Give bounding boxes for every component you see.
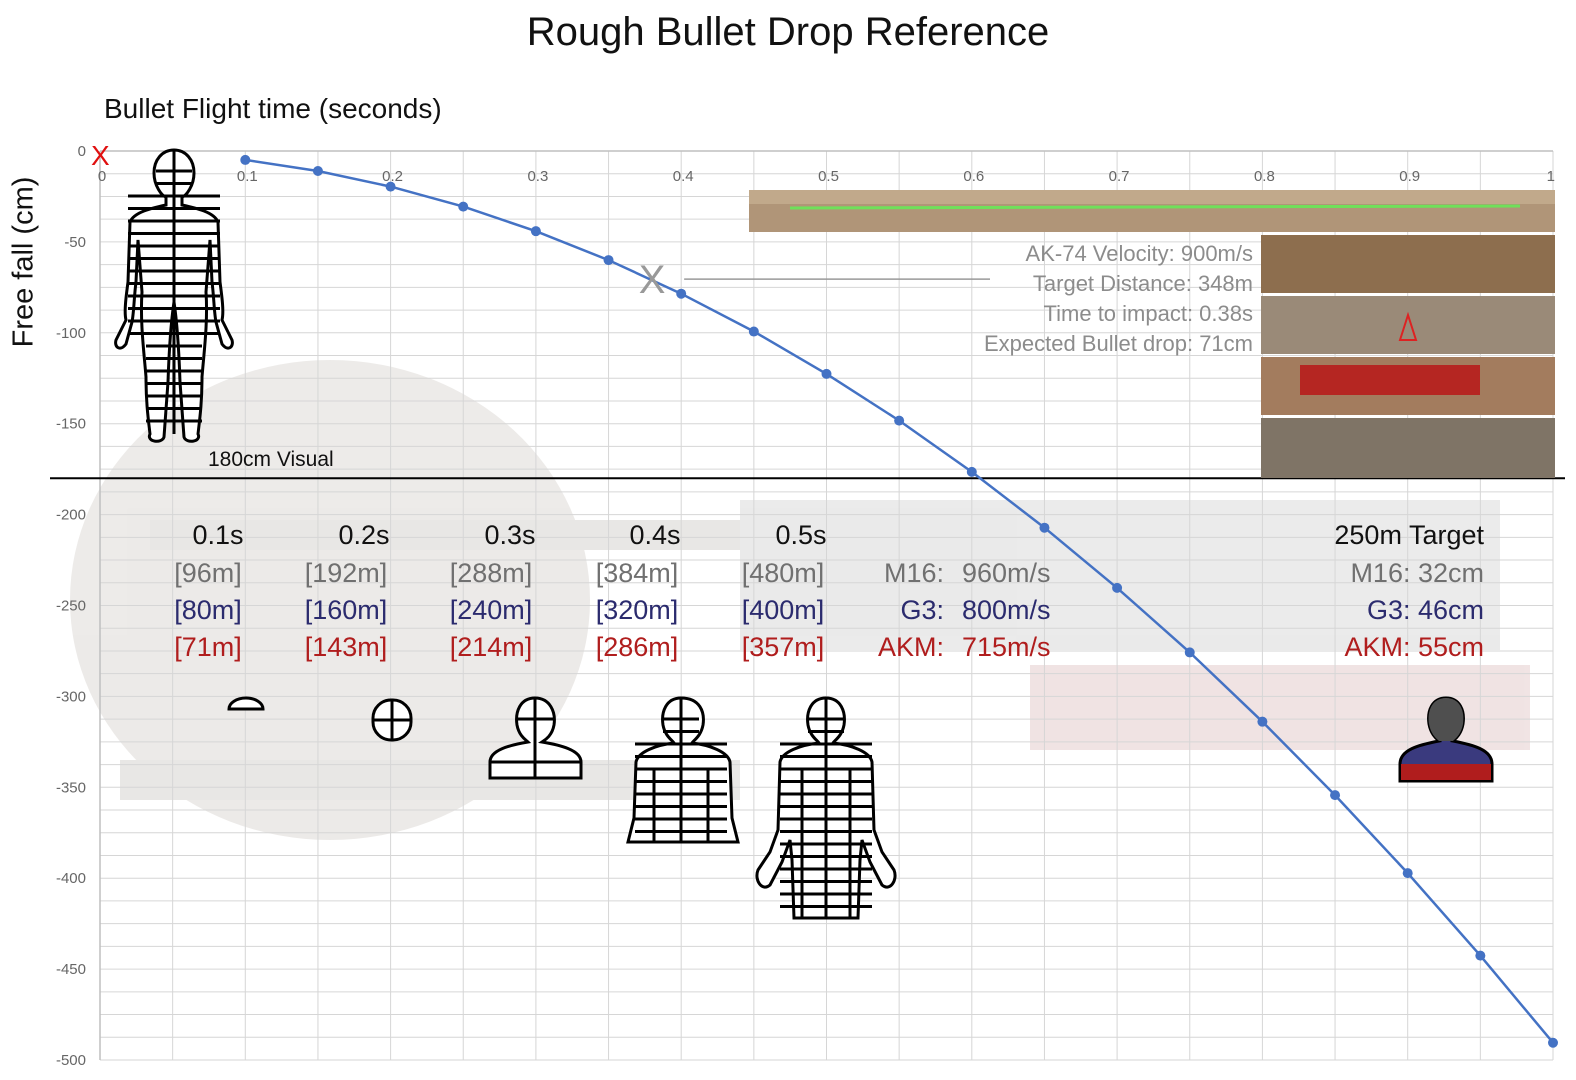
time-header: 0.1s [192, 520, 244, 550]
weapon-velocity-m16: 960m/s [962, 558, 1051, 588]
time-header: 0.4s [629, 520, 681, 550]
target-drop-g3: G3: 46cm [1366, 595, 1484, 625]
target-title: 250m Target [1334, 520, 1484, 550]
data-point [676, 288, 687, 299]
g3-distance: [400m] [741, 595, 825, 625]
akm-distance: [71m] [174, 632, 242, 662]
data-point [1475, 950, 1486, 961]
g3-distance: [160m] [304, 595, 388, 625]
info-bullet-drop: Expected Bullet drop: 71cm [983, 331, 1253, 356]
bust-silhouette-icon [488, 696, 583, 780]
g3-distance: [80m] [174, 595, 242, 625]
m16-distance: [96m] [174, 558, 242, 588]
body-silhouette-icon [755, 696, 897, 920]
x-tick-label: 0.6 [963, 168, 984, 185]
data-point [1548, 1037, 1558, 1048]
data-point [240, 154, 251, 165]
human-silhouette-icon [114, 148, 234, 443]
data-point [1330, 790, 1341, 801]
x-tick-label: 0.1 [237, 168, 258, 185]
data-point [603, 255, 614, 266]
y-tick-label: -150 [56, 416, 86, 433]
y-tick-label: -400 [56, 870, 86, 887]
x-tick-label: 0.3 [527, 168, 548, 185]
target-marker: X [639, 258, 666, 302]
x-tick-label: 0.8 [1254, 168, 1275, 185]
weapon-name-akm: AKM: [877, 632, 944, 662]
origin-marker: X [91, 140, 110, 171]
chart-overlays: XX [91, 140, 990, 302]
y-tick-label: -350 [56, 779, 86, 796]
akm-distance: [357m] [741, 632, 825, 662]
time-header: 0.3s [484, 520, 536, 550]
x-tick-label: 0.2 [382, 168, 403, 185]
data-point [894, 415, 905, 426]
x-tick-label: 0.5 [818, 168, 839, 185]
info-time-to-impact: Time to impact: 0.38s [1043, 301, 1253, 326]
info-target-distance: Target Distance: 348m [1032, 271, 1253, 296]
info-velocity: AK-74 Velocity: 900m/s [1025, 241, 1253, 266]
data-point [1184, 647, 1195, 658]
torso-silhouette-icon [626, 696, 740, 844]
data-point [530, 226, 541, 237]
head-silhouette-icon [227, 696, 265, 711]
m16-distance: [192m] [304, 558, 388, 588]
m16-distance: [384m] [595, 558, 679, 588]
y-axis-title: Free fall (cm) [7, 176, 40, 348]
x-tick-label: 1 [1547, 168, 1555, 185]
chart-axes: 0 0.1 0.2 0.3 0.4 0.5 0.6 0.7 0.8 0.9 1 0 -50 -100 -15… [50, 143, 1565, 1069]
data-point [1112, 582, 1123, 593]
weapon-name-g3: G3: [900, 595, 944, 625]
data-point [1257, 716, 1268, 727]
x-tick-label: 0.9 [1399, 168, 1420, 185]
akm-distance: [286m] [595, 632, 679, 662]
akm-distance: [214m] [449, 632, 533, 662]
time-header: 0.5s [775, 520, 827, 550]
data-point [1039, 522, 1050, 533]
weapon-velocity-akm: 715m/s [962, 632, 1051, 662]
data-point [385, 181, 396, 192]
reference-line-label: 180cm Visual [208, 448, 334, 471]
data-point [821, 368, 832, 379]
y-tick-label: -450 [56, 961, 86, 978]
weapon-velocity-g3: 800m/s [962, 595, 1051, 625]
gameplay-screenshot [749, 190, 1555, 478]
y-tick-label: -500 [56, 1052, 86, 1069]
data-point [966, 466, 977, 477]
x-axis-title: Bullet Flight time (seconds) [104, 93, 442, 124]
target-drop-akm: AKM: 55cm [1344, 632, 1484, 662]
target-drop-m16: M16: 32cm [1350, 558, 1484, 588]
x-tick-label: 0.7 [1109, 168, 1130, 185]
akm-distance: [143m] [304, 632, 388, 662]
g3-distance: [240m] [449, 595, 533, 625]
head-silhouette-icon [371, 698, 413, 742]
data-point [312, 165, 323, 176]
y-tick-label: -250 [56, 598, 86, 615]
m16-distance: [480m] [741, 558, 825, 588]
g3-distance: [320m] [595, 595, 679, 625]
m16-distance: [288m] [449, 558, 533, 588]
target-bust-icon [1398, 696, 1494, 783]
chart-title: Rough Bullet Drop Reference [526, 10, 1050, 54]
data-point [458, 201, 469, 212]
x-tick-label: 0 [98, 168, 106, 185]
y-tick-label: -300 [56, 688, 86, 705]
y-tick-label: 0 [78, 143, 86, 160]
time-header: 0.2s [338, 520, 390, 550]
data-series [240, 154, 1558, 1048]
x-tick-label: 0.4 [673, 168, 694, 185]
data-point [1402, 868, 1413, 879]
y-tick-label: -200 [56, 507, 86, 524]
weapon-name-m16: M16: [883, 558, 944, 588]
data-point [748, 326, 759, 337]
y-tick-label: -100 [56, 325, 86, 342]
y-tick-label: -50 [64, 234, 86, 251]
